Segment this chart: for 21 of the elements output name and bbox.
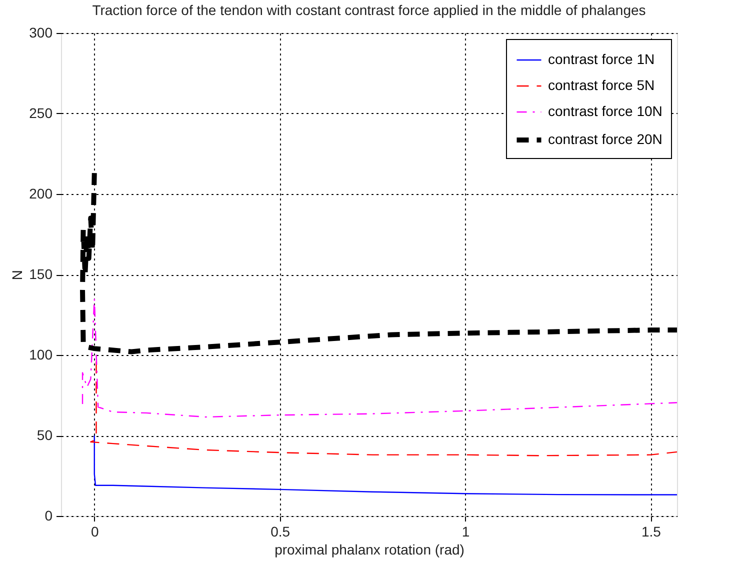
x-tick-label: 0.5 — [270, 524, 290, 540]
legend-label: contrast force 10N — [548, 103, 662, 119]
y-tick-label: 150 — [29, 266, 53, 282]
line-series — [90, 360, 677, 456]
legend-label: contrast force 5N — [548, 77, 655, 93]
legend-label: contrast force 20N — [548, 131, 662, 147]
x-axis-title: proximal phalanx rotation (rad) — [274, 542, 464, 558]
x-tick-label: 1 — [462, 524, 470, 540]
y-tick-label: 200 — [29, 186, 53, 202]
x-tick-label: 0 — [90, 524, 99, 540]
y-tick-label: 100 — [29, 346, 53, 362]
y-tick-label: 50 — [36, 427, 53, 443]
chart-title: Traction force of the tendon with costant contrast force applied in the middle of phalanges — [92, 2, 646, 18]
y-tick-label: 300 — [29, 24, 53, 40]
line-series — [94, 434, 677, 496]
y-tick-label: 250 — [29, 105, 53, 121]
y-tick-label: 0 — [44, 508, 53, 524]
x-tick-label: 1.5 — [642, 524, 662, 540]
y-axis-title: N — [9, 270, 26, 280]
line-series — [82, 298, 677, 418]
legend-label: contrast force 1N — [548, 51, 655, 67]
